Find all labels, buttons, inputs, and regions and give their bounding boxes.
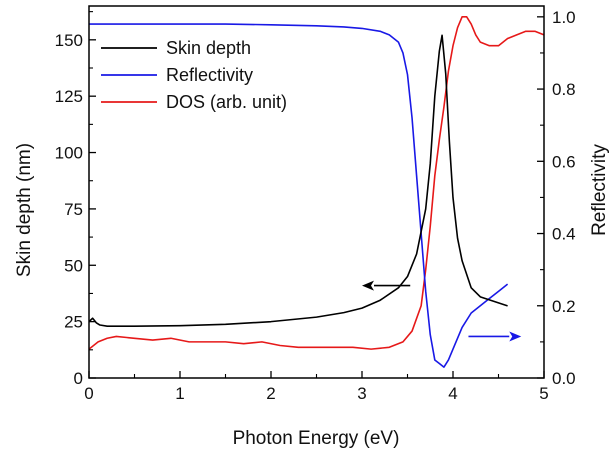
legend-item: Skin depth (101, 38, 251, 58)
y-right-tick-label: 0.8 (552, 80, 576, 99)
y-axis-right-title: Reflectivity (589, 144, 610, 236)
x-axis-title: Photon Energy (eV) (233, 428, 400, 449)
series-layer (89, 16, 544, 368)
y-left-tick-label: 150 (55, 31, 83, 50)
legend-item: Reflectivity (101, 65, 253, 85)
y-left-tick-label: 25 (64, 313, 83, 332)
y-right-tick-label: 0.2 (552, 297, 576, 316)
x-tick-label: 0 (84, 384, 93, 403)
series-line-dos-arb-unit (89, 16, 544, 350)
x-tick-label: 2 (266, 384, 275, 403)
annotation-layer (362, 280, 522, 342)
x-tick-label: 5 (539, 384, 548, 403)
y-right-tick-label: 0.0 (552, 369, 576, 388)
series-line-skin-depth (89, 34, 508, 327)
legend-item: DOS (arb. unit) (101, 92, 287, 112)
y-left-tick-label: 0 (74, 369, 83, 388)
x-tick-label: 1 (175, 384, 184, 403)
arrow-right-icon (468, 331, 522, 342)
plot-frame (88, 5, 545, 379)
legend-label: Reflectivity (166, 65, 253, 85)
y-left-tick-label: 50 (64, 256, 83, 275)
plot-area (89, 16, 544, 368)
y-axis-left-title: Skin depth (nm) (14, 143, 35, 277)
y-right-tick-label: 1.0 (552, 8, 576, 27)
y-right-tick-label: 0.6 (552, 152, 576, 171)
y-left-tick-label: 125 (55, 87, 83, 106)
x-tick-label: 3 (357, 384, 366, 403)
y-left-tick-label: 75 (64, 200, 83, 219)
legend-label: DOS (arb. unit) (166, 92, 287, 112)
series-line-reflectivity (89, 23, 509, 368)
legend: Skin depth Reflectivity DOS (arb. unit) (101, 38, 287, 112)
arrow-left-icon (362, 280, 411, 291)
y-left-tick-label: 100 (55, 144, 83, 163)
x-tick-label: 4 (448, 384, 457, 403)
y-right-tick-label: 0.4 (552, 225, 576, 244)
legend-label: Skin depth (166, 38, 251, 58)
